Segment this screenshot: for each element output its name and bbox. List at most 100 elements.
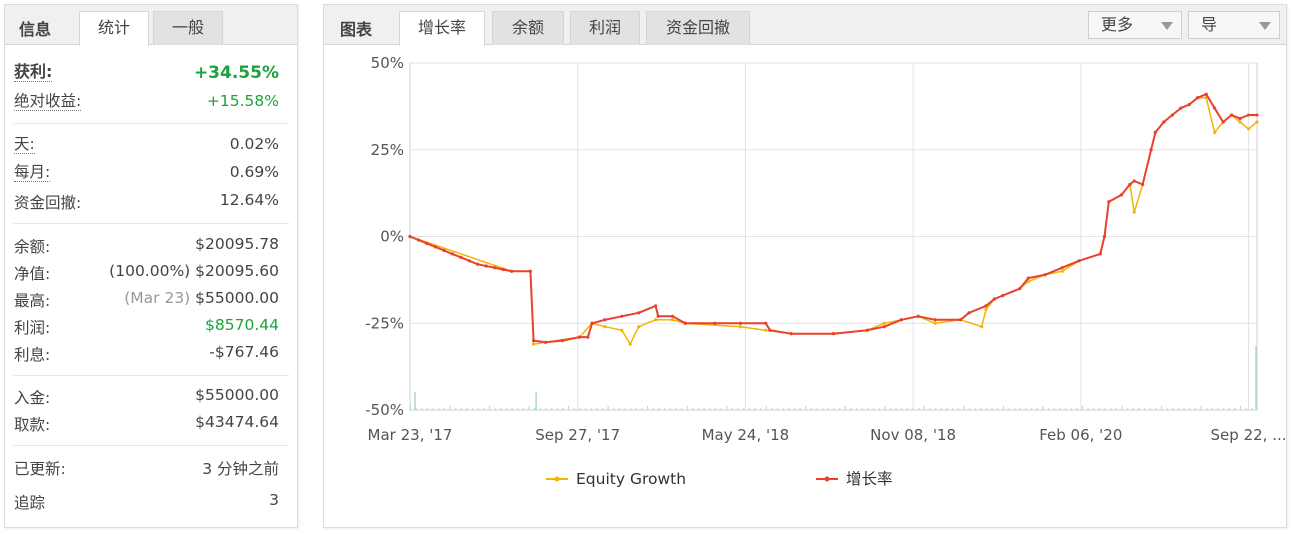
data-point xyxy=(1153,130,1157,134)
monthly-label[interactable]: 每月: xyxy=(14,163,51,182)
volume-bar xyxy=(466,408,468,410)
daily-row: 天: 0.02% xyxy=(14,135,279,159)
data-point xyxy=(1132,210,1136,214)
volume-bar xyxy=(1110,408,1112,410)
volume-bar xyxy=(833,408,835,410)
data-point xyxy=(654,318,658,322)
profit-value: +34.55% xyxy=(193,63,279,83)
volume-bar xyxy=(760,408,762,410)
data-point xyxy=(459,255,463,259)
data-point xyxy=(586,335,590,339)
updated-row: 已更新: 3 分钟之前 xyxy=(14,457,279,481)
tracking-value: 3 xyxy=(269,491,279,509)
profit-label[interactable]: 获利: xyxy=(14,62,53,82)
tab-balance[interactable]: 余额 xyxy=(492,11,564,45)
volume-bar xyxy=(539,408,541,410)
profit-row: 获利: +34.55% xyxy=(14,63,279,87)
volume-bar xyxy=(850,408,852,410)
volume-bar xyxy=(455,408,457,410)
equity-percent: (100.00%) xyxy=(109,262,191,280)
volume-bar xyxy=(1121,406,1123,410)
x-axis: Mar 23, '17 Sep 27, '17 May 24, '18 Nov 08,… xyxy=(368,426,1286,444)
volume-bar xyxy=(590,408,592,410)
absolute-gain-label[interactable]: 绝对收益: xyxy=(14,92,82,111)
volume-bar xyxy=(901,408,903,410)
volume-bar xyxy=(844,406,846,410)
data-point xyxy=(984,307,988,311)
data-point xyxy=(656,314,660,318)
volume-bar xyxy=(568,406,570,410)
volume-bar xyxy=(788,408,790,410)
volume-bar xyxy=(1127,408,1129,410)
volume-bar xyxy=(1042,406,1044,410)
chart-panel: 图表 增长率 余额 利润 资金回撤 更多 导 50% 25% 0% -25% -50% … xyxy=(323,4,1287,528)
volume-bar xyxy=(517,408,519,410)
volume-bar xyxy=(940,408,942,410)
export-dropdown[interactable]: 导 xyxy=(1188,11,1280,39)
volume-bar xyxy=(1104,408,1106,410)
volume-bar xyxy=(535,392,537,410)
info-panel-title: 信息 xyxy=(19,20,52,39)
volume-bar xyxy=(522,408,524,410)
volume-bar xyxy=(748,408,750,410)
y-tick-label: 0% xyxy=(380,228,404,246)
volume-bar xyxy=(511,408,513,410)
data-point xyxy=(764,328,768,332)
tab-drawdown[interactable]: 资金回撤 xyxy=(646,11,750,45)
volume-bar xyxy=(923,406,925,410)
volume-bar xyxy=(483,408,485,410)
data-point xyxy=(670,314,675,318)
data-point xyxy=(713,321,717,325)
withdrawals-label: 取款: xyxy=(14,416,51,434)
data-point xyxy=(1255,120,1259,124)
volume-bar xyxy=(618,408,620,410)
volume-bar xyxy=(426,408,428,410)
chart-legend[interactable]: Equity Growth 增长率 xyxy=(546,470,893,488)
balance-label: 余额: xyxy=(14,238,51,256)
data-point xyxy=(1213,106,1217,110)
data-point xyxy=(416,238,421,242)
volume-bar xyxy=(731,408,733,410)
daily-label[interactable]: 天: xyxy=(14,135,35,154)
data-point xyxy=(1102,234,1107,239)
volume-bar xyxy=(839,408,841,410)
tab-general[interactable]: 一般 xyxy=(153,11,223,45)
data-point xyxy=(501,267,505,272)
volume-bar xyxy=(805,406,807,410)
volume-bar xyxy=(545,408,547,410)
data-point xyxy=(484,264,488,268)
divider xyxy=(13,123,289,124)
y-tick-label: -25% xyxy=(365,314,404,332)
data-point xyxy=(637,311,641,315)
tab-profit[interactable]: 利润 xyxy=(570,11,640,45)
volume-bar xyxy=(861,408,863,410)
equity-value: $20095.60 xyxy=(195,262,279,280)
volume-bar xyxy=(929,408,931,410)
data-point xyxy=(1119,193,1124,197)
data-point xyxy=(683,321,687,325)
growth-chart[interactable]: 50%25%0%-25%-50% Mar 23, '17 Sep 27, '17 M… xyxy=(324,49,1286,525)
volume-bar xyxy=(827,408,829,410)
volume-bar xyxy=(692,408,694,410)
data-point xyxy=(531,342,536,346)
data-point xyxy=(1255,113,1259,117)
volume-bar xyxy=(1036,408,1038,410)
y-tick-label: -50% xyxy=(365,401,404,419)
volume-bar xyxy=(1048,408,1050,410)
volume-bar xyxy=(985,408,987,410)
more-dropdown[interactable]: 更多 xyxy=(1088,11,1182,39)
volume-bar xyxy=(1194,408,1196,410)
data-point xyxy=(1221,120,1225,124)
drawdown-value: 12.64% xyxy=(219,191,279,209)
volume-bar xyxy=(726,406,728,410)
data-point xyxy=(984,304,988,308)
divider xyxy=(13,375,289,376)
data-point xyxy=(789,332,793,336)
tab-growth[interactable]: 增长率 xyxy=(399,11,485,46)
volume-bar xyxy=(1014,408,1016,410)
volume-bar xyxy=(647,406,649,410)
volume-bar xyxy=(410,406,411,410)
highest-label: 最高: xyxy=(14,292,51,310)
volume-bar xyxy=(997,408,999,410)
tab-statistics[interactable]: 统计 xyxy=(79,11,149,46)
